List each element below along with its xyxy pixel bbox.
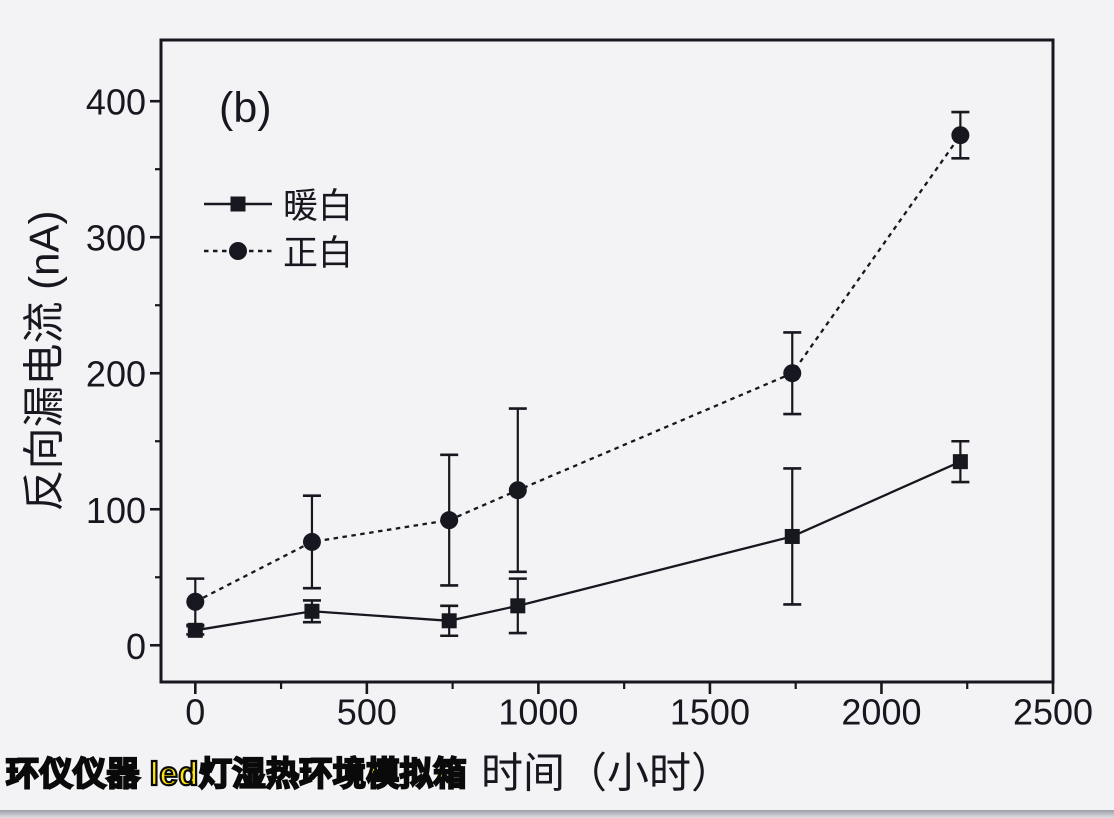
legend-square-marker-icon: [204, 196, 272, 211]
y-tick-label: 200: [86, 354, 146, 395]
x-tick-label: 1000: [498, 691, 578, 732]
circle-marker: [508, 481, 527, 500]
square-marker: [784, 528, 800, 544]
watermark-text: 环仪仪器 led灯湿热环境模拟箱: [5, 754, 468, 793]
legend-item-warm-white: 暖白: [204, 181, 353, 226]
x-tick-label: 500: [337, 691, 397, 732]
legend-label-pure-white: 正白: [283, 234, 354, 273]
square-marker: [441, 613, 457, 629]
y-tick-label: 400: [86, 82, 146, 123]
y-tick-label: 300: [86, 218, 146, 259]
square-marker: [304, 603, 320, 619]
circle-marker: [783, 364, 802, 383]
legend: 暖白 正白: [204, 181, 353, 273]
legend-circle-marker-icon: [204, 241, 272, 260]
square-marker: [952, 454, 968, 470]
y-tick-label: 0: [126, 626, 146, 667]
series-warm-white: [186, 439, 970, 638]
x-tick-label: 1500: [670, 691, 750, 732]
plot-frame: [159, 38, 1055, 684]
x-tick-label: 2500: [1013, 691, 1093, 732]
legend-label-warm-white: 暖白: [283, 187, 354, 226]
circle-marker: [302, 532, 321, 551]
x-axis-title: 时间（小时）: [481, 749, 733, 796]
bottom-edge-bar: [0, 810, 1114, 818]
x-tick-label: 2000: [841, 691, 921, 732]
circle-marker: [186, 592, 205, 611]
legend-item-pure-white: 正白: [204, 228, 353, 273]
square-marker: [187, 622, 203, 638]
series-pure-white-line: [194, 134, 962, 603]
x-tick-label: 0: [185, 691, 205, 732]
panel-label: (b): [219, 84, 272, 132]
square-marker: [510, 598, 526, 614]
y-axis-title: 反向漏电流 (nA): [21, 210, 68, 511]
y-tick-label: 100: [86, 490, 146, 531]
circle-marker: [440, 511, 459, 530]
series-warm-white-line: [195, 460, 961, 632]
series-pure-white: [186, 110, 970, 627]
circle-marker: [951, 126, 970, 145]
